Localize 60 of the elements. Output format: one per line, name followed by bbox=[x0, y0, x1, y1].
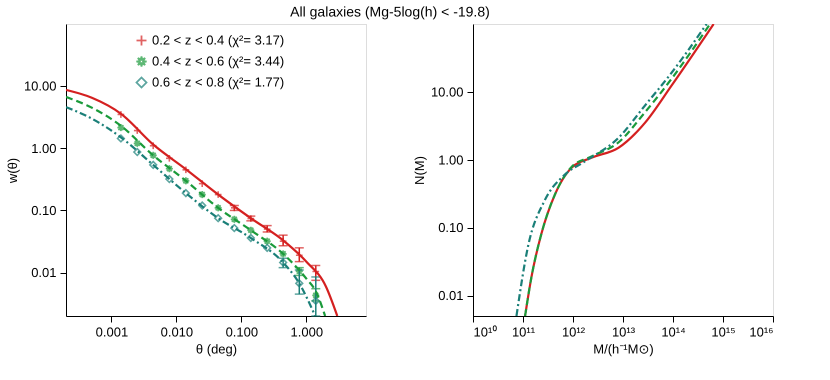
chart-title: All galaxies (Mg-5log(h) < -19.8) bbox=[290, 4, 490, 20]
y-tick-label: 0.10 bbox=[438, 220, 464, 236]
point bbox=[133, 139, 142, 148]
point bbox=[214, 204, 222, 212]
point bbox=[165, 174, 174, 184]
point bbox=[295, 279, 304, 288]
point bbox=[278, 237, 288, 246]
point bbox=[263, 244, 272, 252]
point bbox=[230, 224, 238, 232]
legend-label: 0.6 < z < 0.8 (χ²= 1.77) bbox=[152, 74, 284, 90]
point bbox=[312, 296, 320, 306]
point bbox=[246, 234, 255, 242]
point bbox=[198, 190, 206, 199]
x-tick-label: 10¹⁵ bbox=[711, 324, 736, 340]
point bbox=[149, 160, 158, 170]
point bbox=[230, 215, 238, 224]
y-tick-label: 0.01 bbox=[31, 265, 56, 280]
y-tick-label: 10.00 bbox=[24, 78, 56, 94]
x-axis-title: θ (deg) bbox=[196, 342, 238, 356]
point bbox=[246, 226, 255, 234]
x-tick-label: 10¹⁰ bbox=[474, 324, 498, 340]
point bbox=[198, 201, 206, 210]
y-tick-label: 1.00 bbox=[31, 140, 56, 156]
point bbox=[312, 291, 320, 300]
x-tick-label: 1.000 bbox=[290, 324, 324, 340]
y-tick-label: 10.00 bbox=[430, 84, 464, 100]
point bbox=[149, 151, 158, 160]
point bbox=[278, 250, 288, 258]
x-tick-label: 10¹² bbox=[562, 324, 586, 340]
point bbox=[214, 214, 222, 222]
y-axis-title: w(θ) bbox=[4, 158, 20, 184]
y-tick-label: 1.00 bbox=[438, 152, 464, 168]
point bbox=[263, 237, 272, 246]
point bbox=[133, 148, 142, 156]
point bbox=[116, 134, 126, 143]
point bbox=[182, 166, 190, 174]
point bbox=[312, 267, 320, 276]
point bbox=[116, 123, 126, 132]
point bbox=[149, 142, 158, 150]
point bbox=[133, 126, 142, 135]
x-tick-label: 10¹⁶ bbox=[749, 324, 774, 340]
x-tick-label: 10¹¹ bbox=[512, 324, 536, 340]
y-tick-label: 0.01 bbox=[438, 288, 464, 304]
x-tick-label: 10¹³ bbox=[612, 324, 636, 340]
x-tick-label: 0.001 bbox=[96, 324, 128, 340]
point bbox=[165, 164, 174, 173]
x-axis-title: M/(h⁻¹M⊙) bbox=[593, 342, 654, 356]
legend-label: 0.4 < z < 0.6 (χ²= 3.44) bbox=[152, 54, 284, 68]
point bbox=[182, 176, 190, 185]
x-tick-label: 0.100 bbox=[226, 324, 258, 340]
point bbox=[182, 188, 190, 198]
x-tick-label: 10¹⁴ bbox=[661, 324, 686, 340]
y-axis-title: N(M) bbox=[412, 156, 427, 185]
legend-label: 0.2 < z < 0.4 (χ²= 3.17) bbox=[152, 32, 284, 48]
point bbox=[214, 190, 222, 199]
point bbox=[165, 154, 174, 162]
x-tick-label: 0.010 bbox=[160, 324, 194, 340]
point bbox=[295, 251, 304, 260]
y-tick-label: 0.10 bbox=[31, 202, 56, 218]
point bbox=[116, 110, 126, 119]
